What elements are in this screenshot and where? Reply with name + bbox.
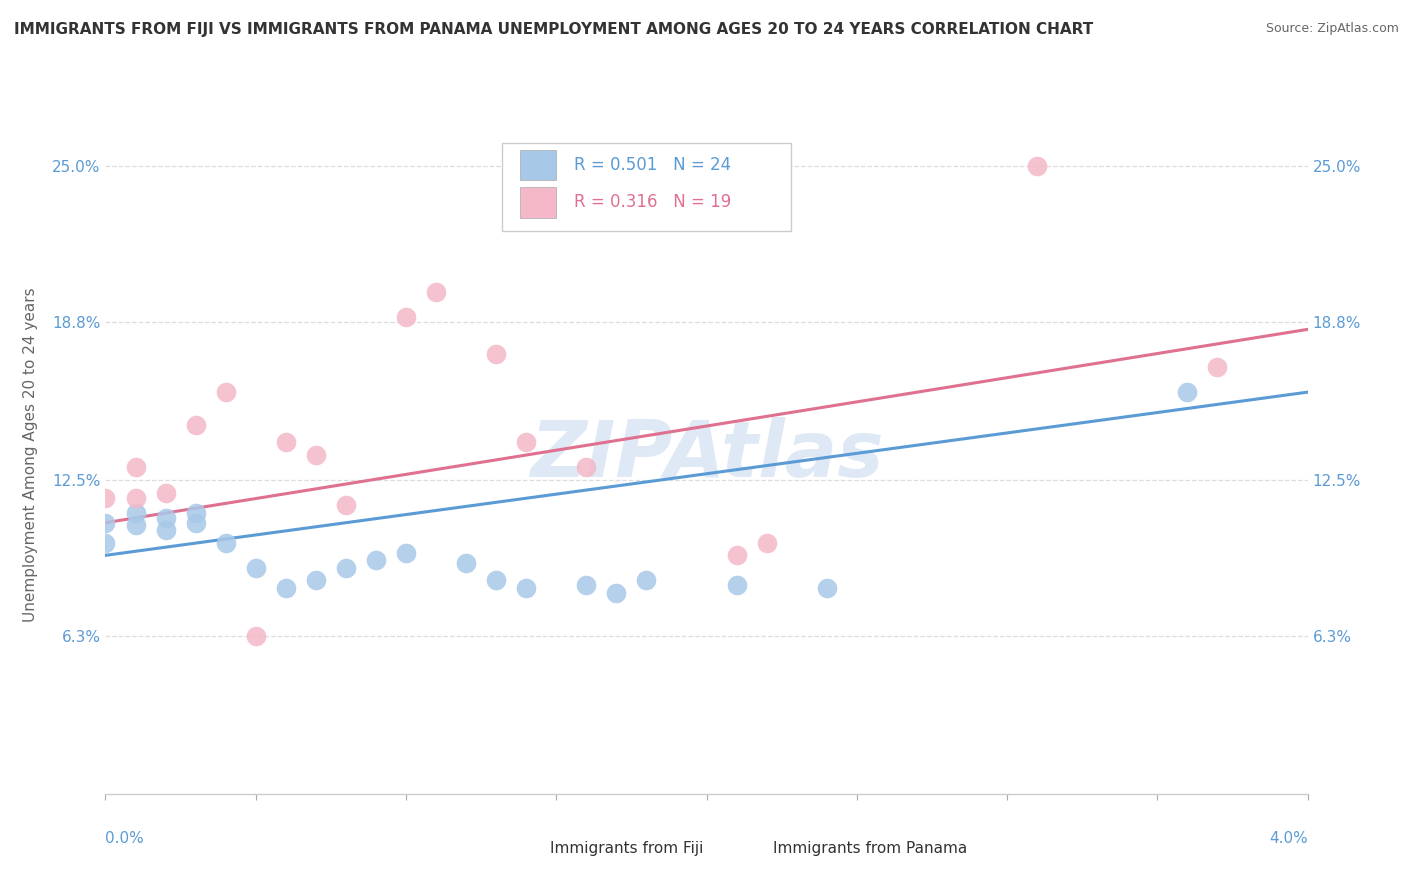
Point [214,385,236,400]
Point [755,536,778,550]
Point [1175,385,1198,400]
Point [485,347,508,361]
Bar [515,838,540,858]
Bar [731,838,756,858]
Point [94,536,117,550]
Point [395,546,418,560]
Point [155,523,177,537]
Point [124,491,146,505]
Point [305,448,328,462]
Point [485,574,508,588]
Text: 4.0%: 4.0% [1268,831,1308,847]
Y-axis label: Unemployment Among Ages 20 to 24 years: Unemployment Among Ages 20 to 24 years [24,287,38,623]
Point [454,556,477,570]
Point [335,561,357,575]
Point [245,629,267,643]
Point [155,485,177,500]
Point [575,578,598,592]
Bar [520,187,557,218]
Point [274,435,297,450]
Point [184,516,207,530]
Text: ZIPAtlas: ZIPAtlas [530,417,883,493]
Point [515,435,537,450]
FancyBboxPatch shape [502,143,790,231]
Point [94,516,117,530]
Point [725,578,748,592]
Point [335,498,357,512]
Point [1206,359,1229,374]
Text: Source: ZipAtlas.com: Source: ZipAtlas.com [1265,22,1399,36]
Text: IMMIGRANTS FROM FIJI VS IMMIGRANTS FROM PANAMA UNEMPLOYMENT AMONG AGES 20 TO 24 : IMMIGRANTS FROM FIJI VS IMMIGRANTS FROM … [14,22,1094,37]
Point [1026,159,1049,173]
Point [395,310,418,324]
Point [124,460,146,475]
Point [425,285,447,299]
Point [605,586,627,600]
Point [94,491,117,505]
Point [305,574,328,588]
Bar [520,150,557,180]
Point [515,581,537,595]
Text: Immigrants from Panama: Immigrants from Panama [773,840,967,855]
Point [636,574,658,588]
Point [124,506,146,520]
Point [575,460,598,475]
Point [184,506,207,520]
Point [815,581,838,595]
Text: Immigrants from Fiji: Immigrants from Fiji [550,840,703,855]
Text: R = 0.316   N = 19: R = 0.316 N = 19 [574,194,731,211]
Point [184,417,207,432]
Point [124,518,146,533]
Point [245,561,267,575]
Point [155,510,177,524]
Point [725,549,748,563]
Text: R = 0.501   N = 24: R = 0.501 N = 24 [574,156,731,174]
Text: 0.0%: 0.0% [105,831,145,847]
Point [364,553,387,567]
Point [274,581,297,595]
Point [214,536,236,550]
